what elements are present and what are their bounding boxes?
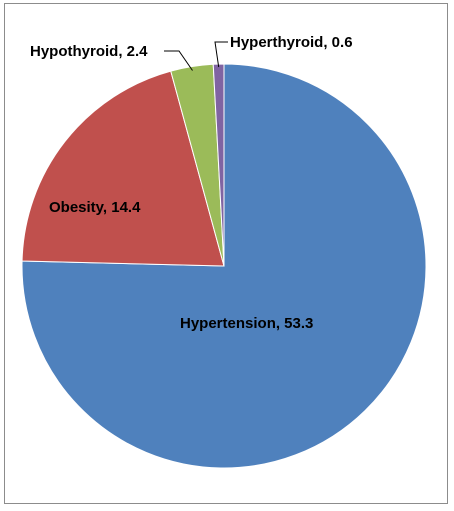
slice-obesity xyxy=(21,70,225,267)
leader-hypothyroid xyxy=(164,50,193,71)
label-hypertension: Hypertension, 53.3 xyxy=(180,315,313,332)
leader-hyperthyroid xyxy=(214,41,228,68)
pie-slices xyxy=(21,63,427,469)
leader-lines xyxy=(164,41,228,71)
label-hypothyroid: Hypothyroid, 2.4 xyxy=(30,43,148,60)
label-obesity: Obesity, 14.4 xyxy=(49,199,141,216)
label-hyperthyroid: Hyperthyroid, 0.6 xyxy=(230,34,353,51)
